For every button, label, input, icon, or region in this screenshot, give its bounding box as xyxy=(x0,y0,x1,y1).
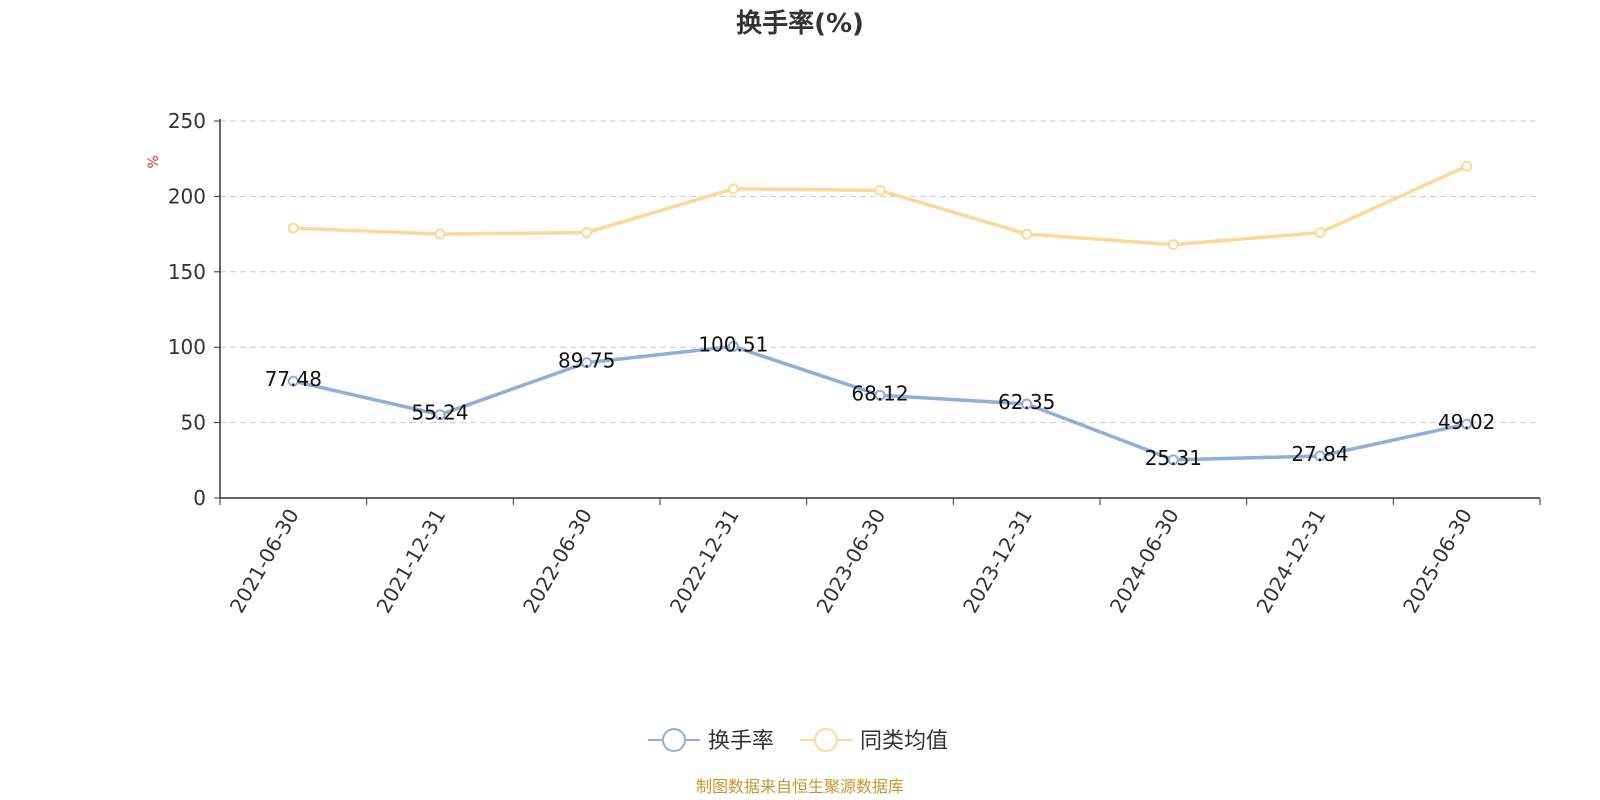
data-label-turnover: 77.48 xyxy=(265,367,322,391)
grid-lines xyxy=(220,120,1540,424)
data-labels: 77.48 55.24 89.75 100.51 68.12 62.35 25.31 27.8… xyxy=(265,332,1496,469)
data-point-peer-average[interactable] xyxy=(727,183,739,195)
data-label-turnover: 27.84 xyxy=(1291,442,1348,466)
data-label-turnover: 68.12 xyxy=(851,381,908,405)
data-point-peer-average[interactable] xyxy=(1167,239,1179,251)
data-point-peer-average[interactable] xyxy=(1461,160,1473,172)
data-point-turnover[interactable] xyxy=(1314,450,1326,462)
y-tick-label: 100 xyxy=(168,335,206,359)
y-tick-label: 0 xyxy=(193,486,206,510)
legend-turnover-marker xyxy=(662,728,686,752)
x-tick-label: 2024-12-31 xyxy=(1251,505,1330,618)
data-point-turnover[interactable] xyxy=(874,389,886,401)
data-point-peer-average[interactable] xyxy=(287,222,299,234)
y-tick-label: 200 xyxy=(168,184,206,208)
legend-item-peer-average[interactable]: 同类均值 xyxy=(800,728,948,754)
axes: 0 50 100 150 200 250 2021-06-30 2021-12-31 2022-… xyxy=(168,109,1541,618)
legend: 换手率 同类均值 xyxy=(648,728,948,754)
x-tick-label: 2022-06-30 xyxy=(518,505,597,618)
y-tick-label: 150 xyxy=(168,260,206,284)
chart-title: 换手率(%) xyxy=(736,8,864,39)
data-point-turnover[interactable] xyxy=(727,340,739,352)
data-label-turnover: 25.31 xyxy=(1145,446,1202,470)
data-label-turnover: 62.35 xyxy=(998,390,1055,414)
legend-item-turnover[interactable]: 换手率 xyxy=(648,728,774,754)
series-layer xyxy=(287,160,1473,466)
data-label-turnover: 49.02 xyxy=(1438,410,1495,434)
data-point-turnover[interactable] xyxy=(1461,418,1473,430)
x-tick-label: 2024-06-30 xyxy=(1105,505,1184,618)
data-point-peer-average[interactable] xyxy=(1021,228,1033,240)
legend-peer-average-label: 同类均值 xyxy=(860,729,948,754)
data-point-turnover[interactable] xyxy=(287,375,299,387)
x-tick-label: 2023-06-30 xyxy=(811,505,890,618)
x-tick-label: 2025-06-30 xyxy=(1398,505,1477,618)
data-point-turnover[interactable] xyxy=(1167,454,1179,466)
y-tick-label: 50 xyxy=(181,411,206,435)
data-point-turnover[interactable] xyxy=(1021,398,1033,410)
data-label-turnover: 89.75 xyxy=(558,349,615,373)
legend-turnover-label: 换手率 xyxy=(708,729,774,754)
data-point-peer-average[interactable] xyxy=(434,228,446,240)
legend-peer-average-marker xyxy=(814,728,838,752)
data-point-peer-average[interactable] xyxy=(874,184,886,196)
data-source-note: 制图数据来自恒生聚源数据库 xyxy=(696,777,904,796)
series-line-peer-average xyxy=(291,164,1469,247)
data-label-turnover: 55.24 xyxy=(411,401,468,425)
data-point-peer-average[interactable] xyxy=(1314,227,1326,239)
x-tick-label: 2022-12-31 xyxy=(665,505,744,618)
data-label-turnover: 100.51 xyxy=(698,332,768,356)
x-tick-label: 2021-06-30 xyxy=(225,505,304,618)
y-tick-label: 250 xyxy=(168,109,206,133)
data-point-turnover[interactable] xyxy=(434,409,446,421)
data-point-turnover[interactable] xyxy=(581,357,593,369)
y-axis-unit-label: % xyxy=(146,155,162,168)
x-tick-label: 2021-12-31 xyxy=(371,505,450,618)
x-tick-label: 2023-12-31 xyxy=(958,505,1037,618)
data-point-peer-average[interactable] xyxy=(581,227,593,239)
